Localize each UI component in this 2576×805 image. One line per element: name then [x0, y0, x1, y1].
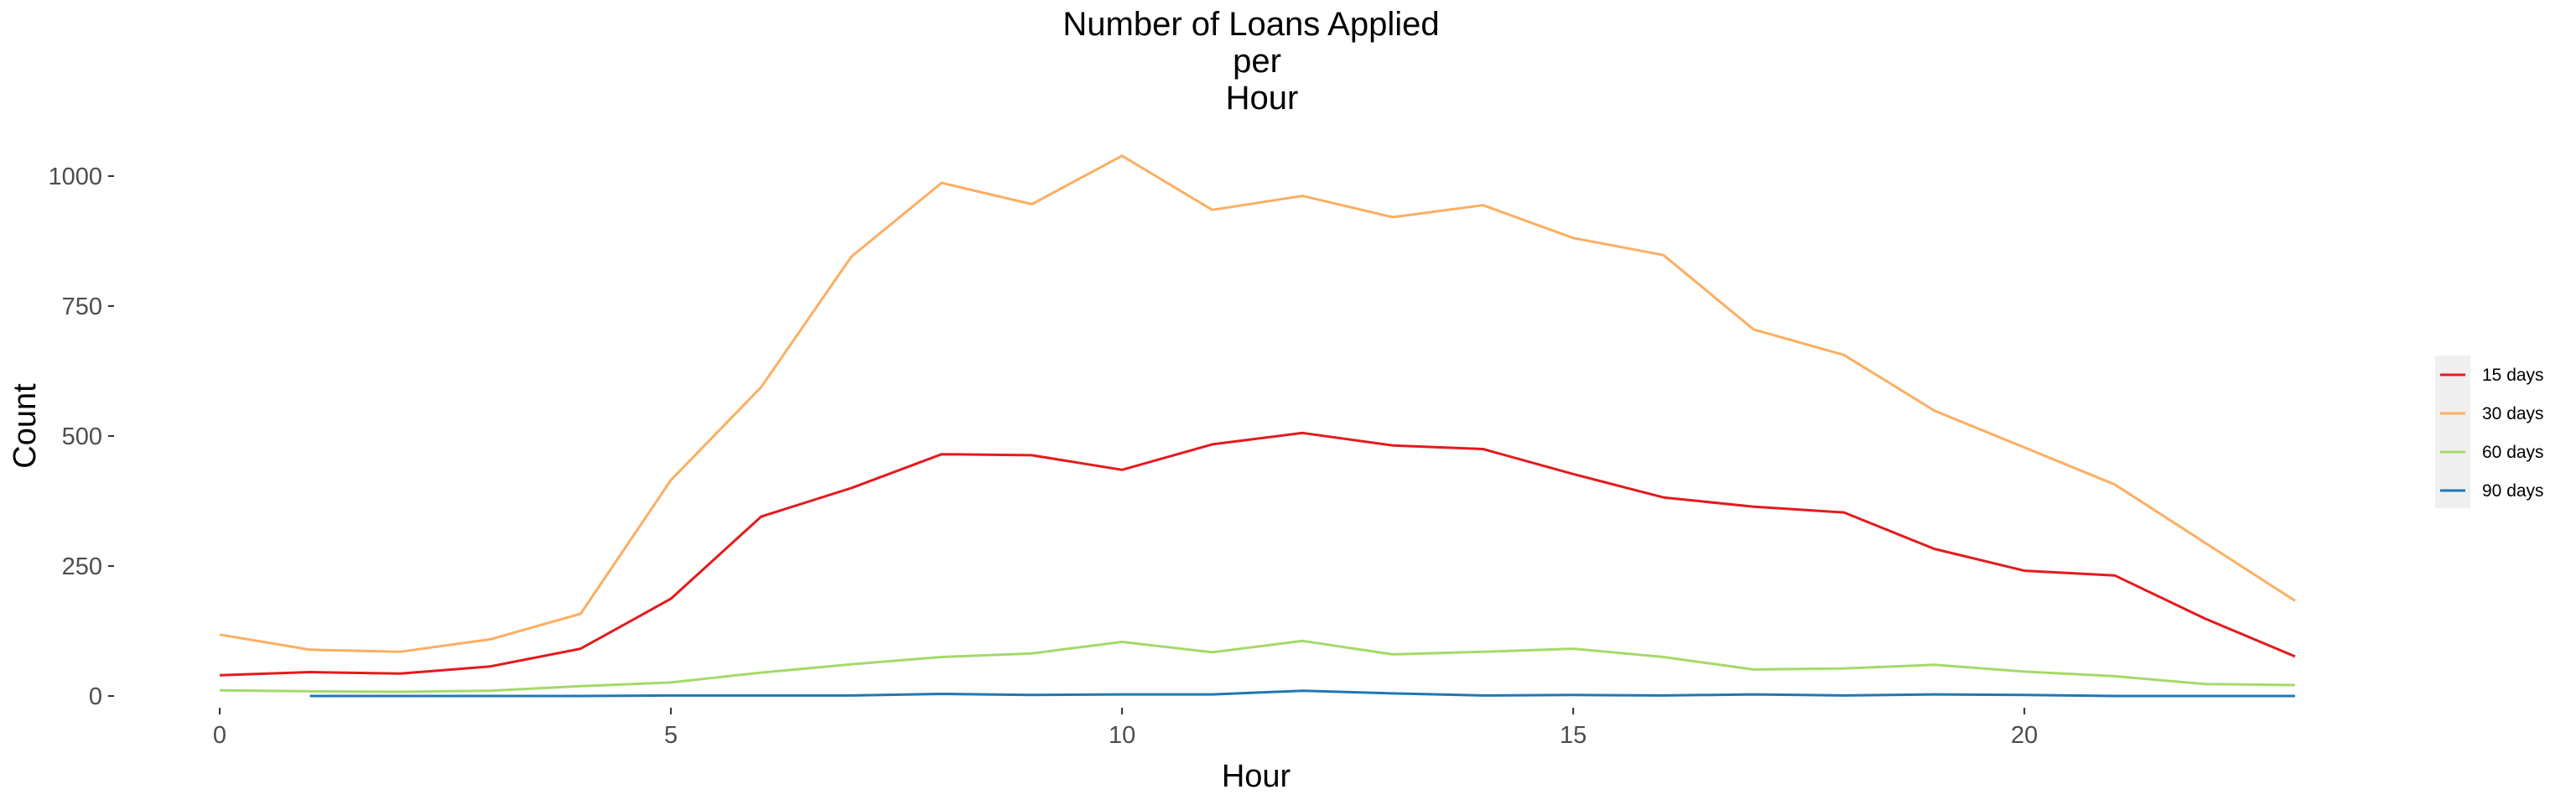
x-tick-label: 5	[664, 722, 678, 749]
chart-title: Number of Loans Applied per Hour	[1062, 6, 1439, 117]
x-axis-title: Hour	[1222, 759, 1291, 794]
legend-label-30-days: 30 days	[2482, 404, 2544, 423]
legend-label-15-days: 15 days	[2482, 366, 2544, 385]
y-tick-label: 250	[62, 553, 102, 580]
y-tick-label: 750	[62, 293, 102, 320]
x-tick-label: 20	[2011, 722, 2038, 749]
y-tick-label: 0	[89, 683, 102, 710]
y-tick-label: 500	[62, 423, 102, 450]
y-axis-title: Count	[8, 383, 43, 469]
legend-background	[2435, 356, 2470, 508]
y-axis: 0 250 500 750 1000	[48, 164, 114, 710]
x-tick-label: 0	[213, 722, 226, 749]
series-line-15-days	[219, 431, 2296, 677]
chart-title-line-1: Number of Loans Applied	[1062, 6, 1439, 43]
legend: 15 days 30 days 60 days 90 days	[2435, 356, 2544, 508]
legend-label-90-days: 90 days	[2482, 481, 2544, 501]
series-line-90-days	[309, 689, 2295, 698]
legend-label-60-days: 60 days	[2482, 443, 2544, 462]
series-line-30-days	[219, 154, 2296, 653]
y-tick-label: 1000	[48, 164, 102, 190]
x-tick-label: 10	[1109, 722, 1135, 749]
plot-area	[219, 154, 2296, 698]
chart-title-line-3: Hour	[1226, 80, 1299, 117]
series-line-60-days	[219, 639, 2296, 693]
x-tick-label: 15	[1560, 722, 1587, 749]
x-axis: 0 5 10 15 20	[213, 708, 2038, 749]
chart-title-line-2: per	[1233, 43, 1281, 80]
